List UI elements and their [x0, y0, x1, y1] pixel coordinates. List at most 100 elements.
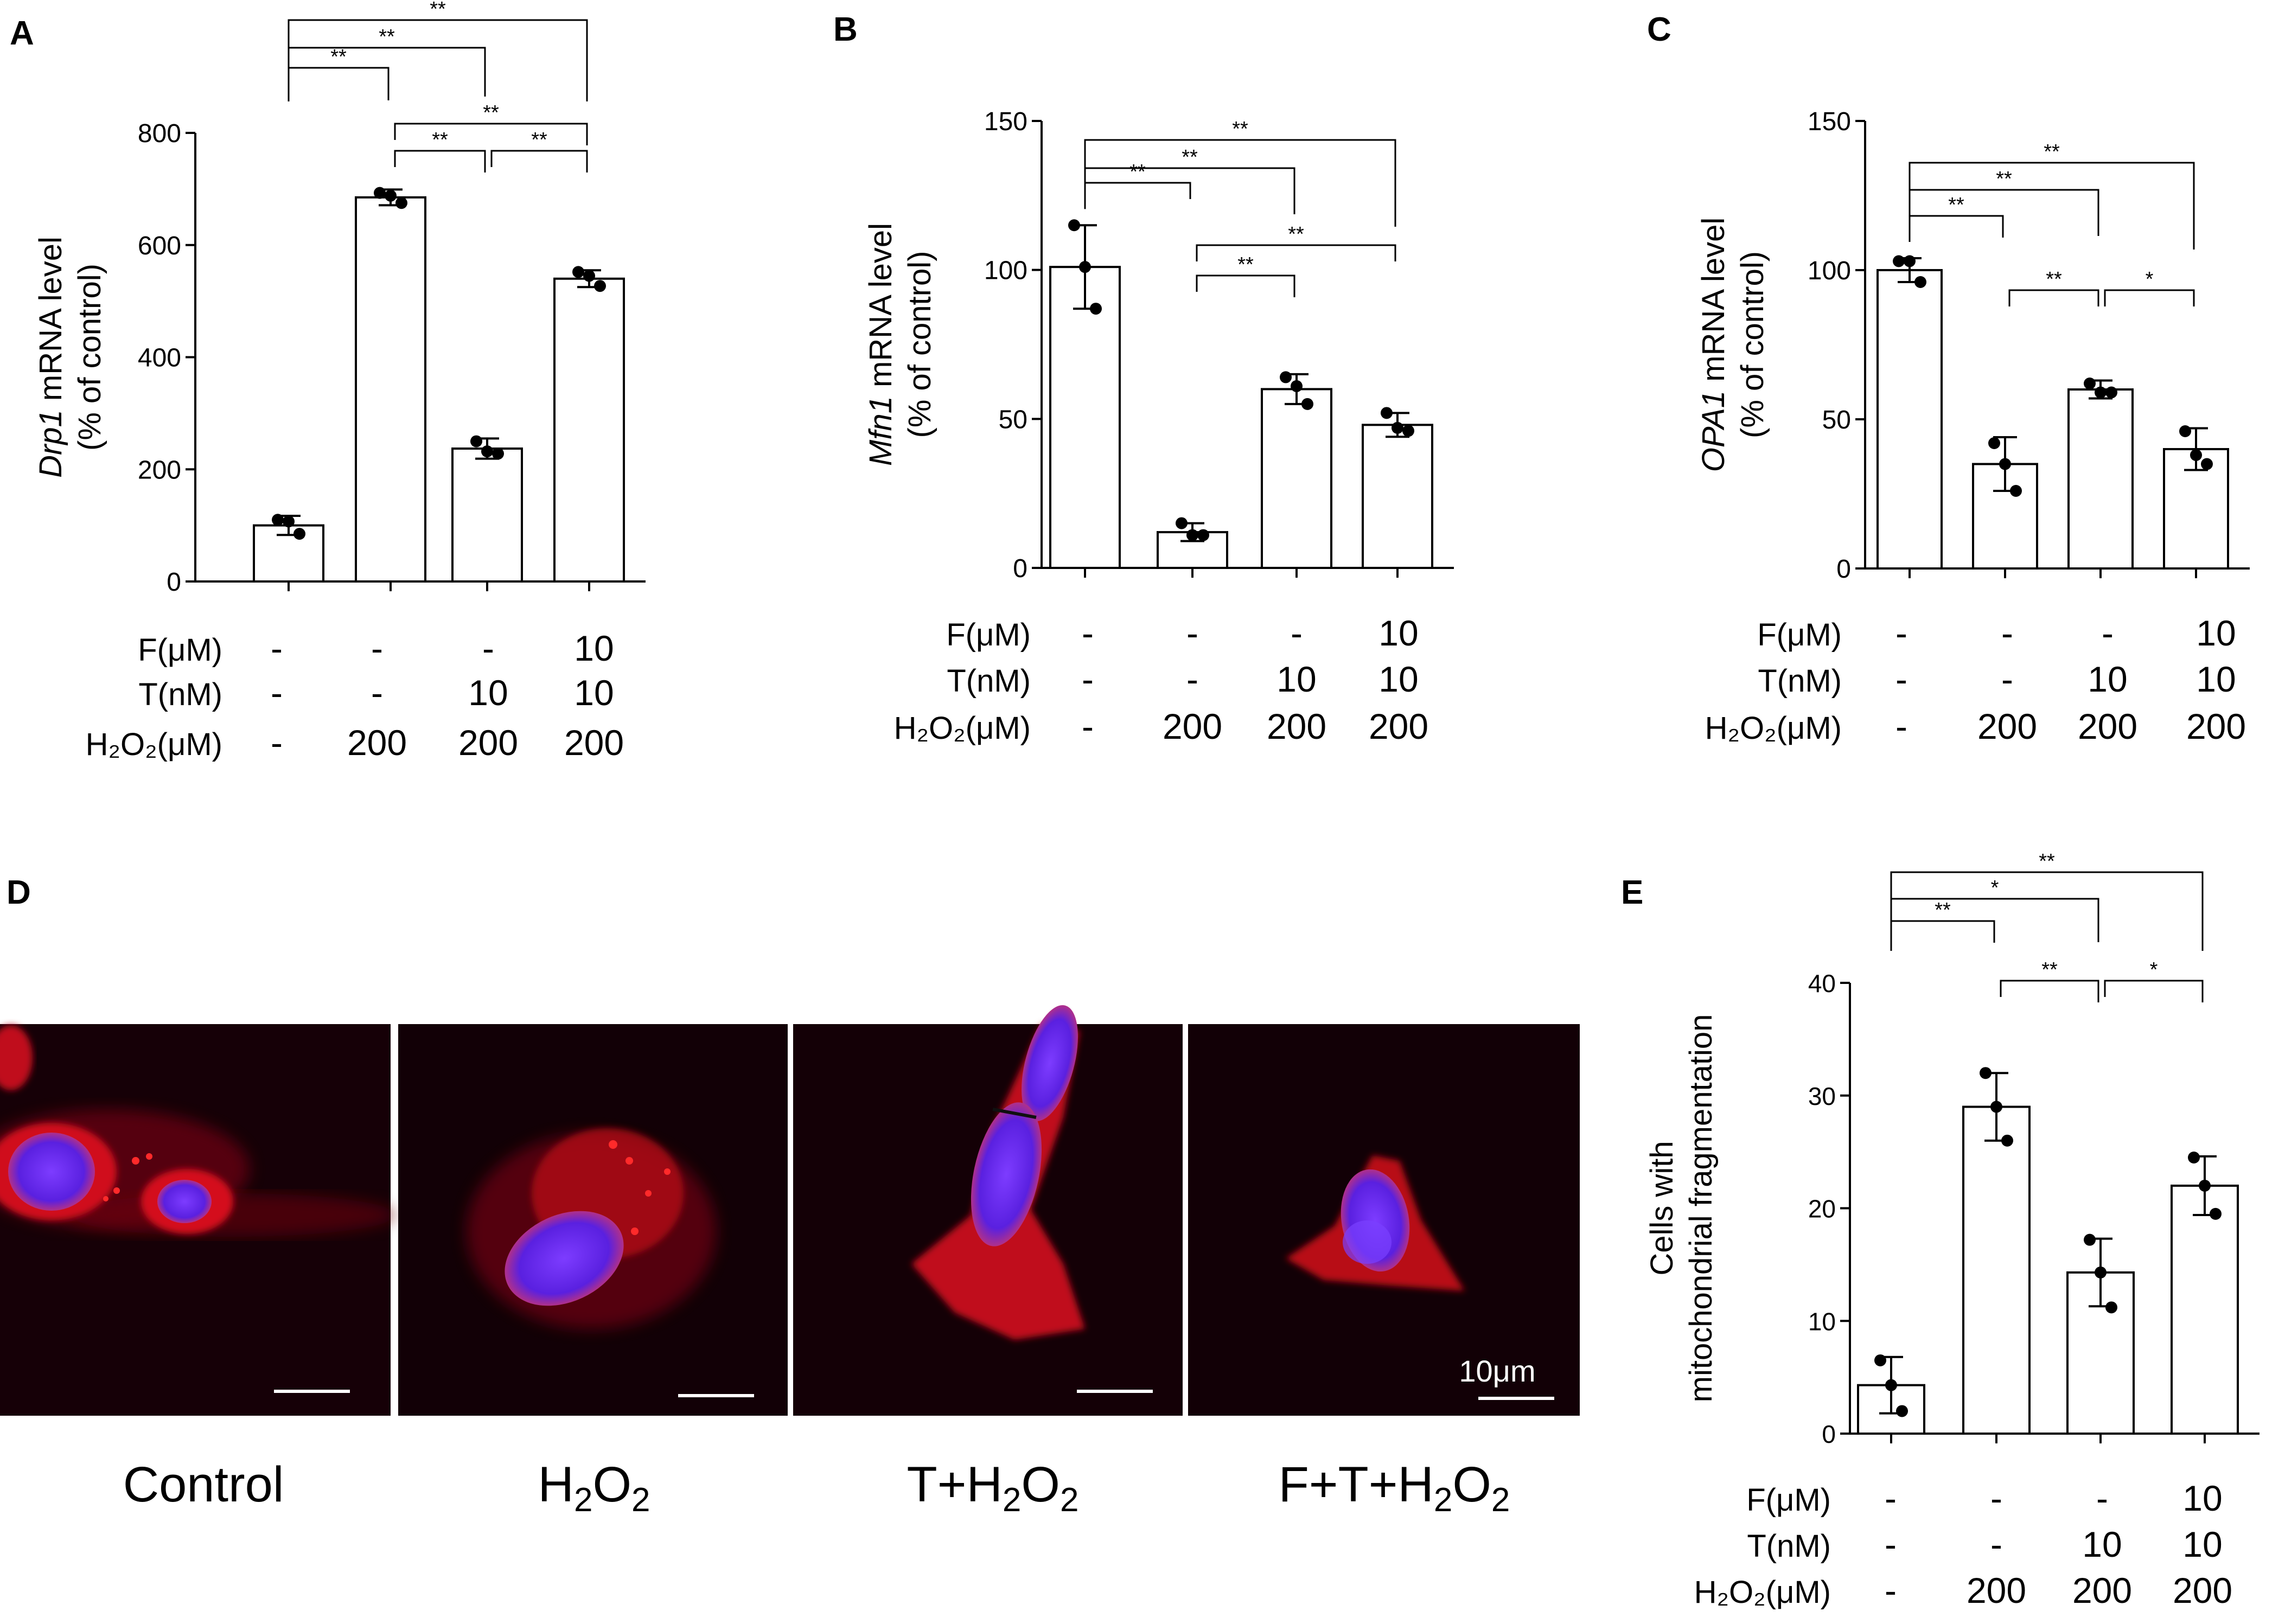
- y-tick-label: 100: [984, 257, 1027, 285]
- condition-value: 200: [2173, 1570, 2232, 1610]
- y-axis-label-line1: Mfn1 mRNA level: [863, 223, 898, 466]
- data-point: [374, 187, 386, 199]
- significance-label: **: [2044, 140, 2060, 163]
- significance-bracket: [288, 67, 390, 100]
- condition-row-label: F(μM): [1746, 1482, 1831, 1518]
- y-axis-label-line1: Drp1 mRNA level: [33, 236, 68, 478]
- significance-label: **: [1232, 118, 1248, 140]
- condition-value: -: [1895, 706, 1907, 746]
- data-point: [1896, 1405, 1908, 1417]
- significance-bracket: [1084, 139, 1396, 227]
- y-tick-label: 800: [138, 119, 181, 148]
- data-point: [1402, 425, 1414, 437]
- significance-bracket: [1909, 189, 2099, 236]
- condition-value: -: [271, 628, 283, 668]
- bar: [1049, 266, 1121, 569]
- data-point: [594, 280, 606, 292]
- y-axis-label-line2: mitochondrial fragmentation: [1683, 1014, 1719, 1403]
- data-point: [1381, 407, 1393, 419]
- condition-value: -: [2001, 659, 2013, 699]
- condition-value: -: [1895, 659, 1907, 699]
- bar: [1962, 1105, 2031, 1435]
- bar: [1876, 269, 1943, 570]
- condition-value: -: [1291, 613, 1303, 653]
- significance-bracket: [1890, 871, 2204, 951]
- significance-label: **: [1996, 168, 2012, 190]
- data-point: [583, 270, 595, 282]
- data-point: [2199, 1179, 2211, 1192]
- significance-label: *: [1991, 877, 1999, 899]
- y-tick-label: 0: [167, 568, 181, 597]
- data-point: [1079, 261, 1091, 273]
- data-point: [2084, 378, 2096, 389]
- data-point: [1090, 303, 1102, 315]
- micrograph-control: [0, 1024, 396, 1416]
- significance-bracket: [2104, 289, 2195, 306]
- data-point: [2095, 1266, 2107, 1278]
- y-tick-label: 200: [138, 456, 181, 484]
- condition-row-label: F(μM): [138, 632, 222, 668]
- condition-value: 10: [2088, 659, 2127, 699]
- panel-letter-b: B: [833, 11, 858, 48]
- bar: [355, 196, 426, 583]
- data-point: [1904, 255, 1916, 267]
- condition-value: -: [371, 673, 383, 713]
- y-axis-label-line2: (% of control): [1735, 251, 1770, 438]
- chart-panel-a: 0 200 400 600 800 ** ** ** ** ** ** Drp1 mRNA level…: [33, 0, 646, 763]
- data-point: [1301, 398, 1313, 410]
- y-tick-label: 30: [1808, 1082, 1836, 1110]
- significance-label: **: [2046, 268, 2062, 291]
- condition-value: 10: [2196, 659, 2236, 699]
- y-axis-label-line1: Cells with: [1644, 1141, 1680, 1275]
- condition-value: 200: [1369, 706, 1428, 746]
- caption-h2o2: H2O2: [538, 1457, 650, 1519]
- data-point: [2010, 485, 2022, 497]
- caption-f-t-h2o2: F+T+H2O2: [1279, 1457, 1510, 1519]
- condition-value: 10: [2182, 1524, 2222, 1564]
- data-point: [492, 447, 504, 460]
- condition-value: -: [1990, 1524, 2002, 1564]
- data-point: [2201, 458, 2213, 470]
- significance-label: **: [2039, 850, 2055, 873]
- condition-row-label: T(nM): [1747, 1529, 1831, 1564]
- significance-label: **: [430, 0, 446, 21]
- condition-value: 200: [2078, 706, 2137, 746]
- significance-bracket: [394, 150, 486, 172]
- condition-row-label: T(nM): [138, 677, 222, 712]
- y-tick-label: 150: [1808, 107, 1851, 136]
- significance-label: **: [379, 25, 395, 48]
- data-point: [1176, 517, 1188, 529]
- condition-value: -: [1082, 706, 1094, 746]
- condition-value: 10: [1378, 613, 1418, 653]
- condition-value: 200: [347, 723, 407, 763]
- data-point: [2190, 449, 2202, 461]
- panel-letter-c: C: [1647, 11, 1671, 48]
- y-tick-label: 0: [1822, 1420, 1836, 1448]
- significance-bracket: [1890, 920, 1995, 943]
- condition-row-label: H₂O₂(μM): [1705, 711, 1842, 746]
- significance-bracket: [2008, 289, 2099, 306]
- condition-value: -: [371, 628, 383, 668]
- condition-value: 200: [2186, 706, 2246, 746]
- condition-value: -: [1885, 1524, 1897, 1564]
- caption-t-h2o2: T+H2O2: [907, 1457, 1079, 1519]
- condition-value: -: [2096, 1478, 2108, 1518]
- data-point: [1999, 458, 2011, 470]
- y-tick-label: 150: [984, 107, 1027, 136]
- condition-row-label: F(μM): [946, 617, 1031, 653]
- condition-value: 10: [2196, 613, 2236, 653]
- condition-value: -: [1990, 1478, 2002, 1518]
- y-tick-label: 0: [1836, 555, 1851, 584]
- condition-value: 10: [1276, 659, 1316, 699]
- significance-label: **: [1948, 194, 1964, 216]
- condition-value: 200: [1267, 706, 1326, 746]
- significance-bracket: [2104, 980, 2204, 1002]
- condition-value: -: [2102, 613, 2114, 653]
- caption-control: Control: [123, 1457, 284, 1512]
- condition-row-label: T(nM): [947, 663, 1031, 699]
- data-point: [395, 197, 407, 209]
- bar: [553, 277, 625, 583]
- data-point: [385, 189, 397, 202]
- data-point: [2210, 1207, 2222, 1220]
